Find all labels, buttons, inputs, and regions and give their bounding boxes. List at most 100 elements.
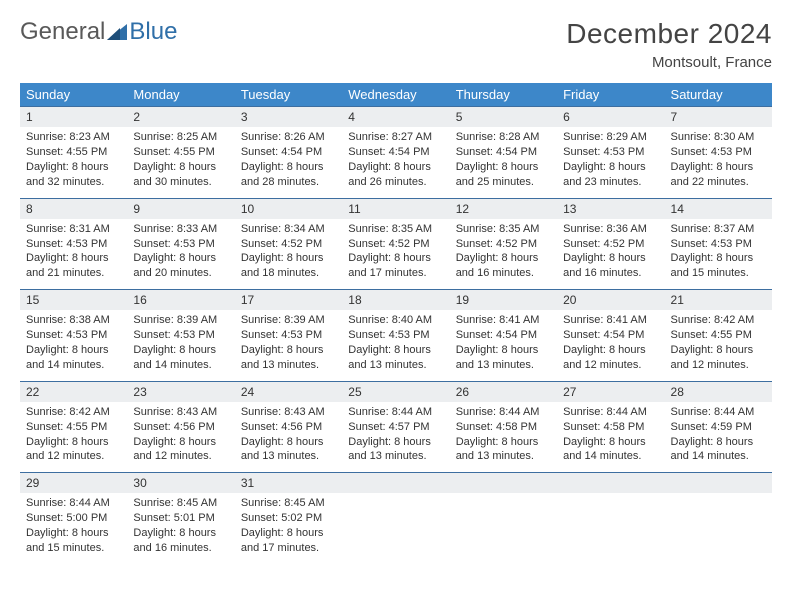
logo-word-2: Blue [129,18,177,46]
day-number: 25 [342,382,449,402]
sunrise-label: Sunrise: [241,131,284,143]
daylight-label: Daylight: [26,436,72,448]
daylight-line: Daylight: 8 hours and 13 minutes. [456,435,551,465]
calendar-cell: 17Sunrise: 8:39 AMSunset: 4:53 PMDayligh… [235,290,342,382]
day-body-empty [450,493,557,555]
daylight-label: Daylight: [26,161,72,173]
sunset-label: Sunset: [241,329,281,341]
sunrise-value: 8:45 AM [177,497,217,509]
daylight-label: Daylight: [133,436,179,448]
day-number: 7 [665,107,772,127]
sunset-label: Sunset: [671,329,711,341]
sunset-value: 4:55 PM [174,146,215,158]
calendar-week-row: 1Sunrise: 8:23 AMSunset: 4:55 PMDaylight… [20,107,772,199]
daylight-line: Daylight: 8 hours and 13 minutes. [241,343,336,373]
sunrise-value: 8:43 AM [284,406,324,418]
day-body-empty [665,493,772,555]
day-number-empty [342,473,449,493]
day-body: Sunrise: 8:45 AMSunset: 5:02 PMDaylight:… [235,493,342,563]
calendar-cell: 29Sunrise: 8:44 AMSunset: 5:00 PMDayligh… [20,473,127,564]
sunrise-line: Sunrise: 8:39 AM [133,313,228,328]
sunset-line: Sunset: 4:55 PM [133,145,228,160]
sunset-value: 4:53 PM [174,329,215,341]
daylight-line: Daylight: 8 hours and 12 minutes. [671,343,766,373]
calendar-cell: 15Sunrise: 8:38 AMSunset: 4:53 PMDayligh… [20,290,127,382]
calendar-cell: 20Sunrise: 8:41 AMSunset: 4:54 PMDayligh… [557,290,664,382]
sunset-label: Sunset: [133,329,173,341]
sunset-label: Sunset: [563,238,603,250]
sunset-label: Sunset: [26,238,66,250]
sunset-value: 4:54 PM [603,329,644,341]
day-number: 4 [342,107,449,127]
calendar-cell: 10Sunrise: 8:34 AMSunset: 4:52 PMDayligh… [235,198,342,290]
day-body: Sunrise: 8:35 AMSunset: 4:52 PMDaylight:… [342,219,449,289]
daylight-label: Daylight: [563,161,609,173]
sunrise-value: 8:44 AM [499,406,539,418]
sunrise-line: Sunrise: 8:28 AM [456,130,551,145]
day-body: Sunrise: 8:41 AMSunset: 4:54 PMDaylight:… [557,310,664,380]
day-body: Sunrise: 8:43 AMSunset: 4:56 PMDaylight:… [127,402,234,472]
day-body: Sunrise: 8:26 AMSunset: 4:54 PMDaylight:… [235,127,342,197]
sunset-line: Sunset: 4:53 PM [671,145,766,160]
sunrise-line: Sunrise: 8:44 AM [26,496,121,511]
day-body: Sunrise: 8:42 AMSunset: 4:55 PMDaylight:… [665,310,772,380]
calendar-cell: 9Sunrise: 8:33 AMSunset: 4:53 PMDaylight… [127,198,234,290]
sunset-label: Sunset: [133,421,173,433]
daylight-line: Daylight: 8 hours and 12 minutes. [26,435,121,465]
sunset-value: 4:54 PM [496,146,537,158]
sunrise-label: Sunrise: [26,497,69,509]
sunrise-line: Sunrise: 8:44 AM [671,405,766,420]
sunrise-line: Sunrise: 8:38 AM [26,313,121,328]
sunrise-value: 8:25 AM [177,131,217,143]
sunset-value: 4:52 PM [603,238,644,250]
weekday-header: Monday [127,83,234,107]
day-number: 11 [342,199,449,219]
sunrise-value: 8:41 AM [499,314,539,326]
day-body: Sunrise: 8:41 AMSunset: 4:54 PMDaylight:… [450,310,557,380]
day-number: 29 [20,473,127,493]
sunset-line: Sunset: 4:54 PM [563,328,658,343]
weekday-header: Wednesday [342,83,449,107]
sunset-value: 4:52 PM [281,238,322,250]
daylight-line: Daylight: 8 hours and 17 minutes. [348,251,443,281]
sunrise-value: 8:31 AM [69,223,109,235]
sunset-line: Sunset: 4:56 PM [241,420,336,435]
daylight-line: Daylight: 8 hours and 25 minutes. [456,160,551,190]
sunrise-line: Sunrise: 8:25 AM [133,130,228,145]
daylight-line: Daylight: 8 hours and 13 minutes. [348,343,443,373]
sunset-value: 4:54 PM [389,146,430,158]
sunset-label: Sunset: [456,421,496,433]
daylight-label: Daylight: [133,161,179,173]
sunrise-value: 8:45 AM [284,497,324,509]
day-body: Sunrise: 8:44 AMSunset: 4:58 PMDaylight:… [557,402,664,472]
sunset-value: 4:53 PM [603,146,644,158]
logo-word-1: General [20,18,105,46]
sunset-label: Sunset: [348,421,388,433]
sunset-label: Sunset: [133,238,173,250]
sunset-line: Sunset: 5:01 PM [133,511,228,526]
daylight-label: Daylight: [241,436,287,448]
sunrise-label: Sunrise: [26,131,69,143]
sunset-line: Sunset: 4:53 PM [26,328,121,343]
day-body: Sunrise: 8:44 AMSunset: 4:57 PMDaylight:… [342,402,449,472]
calendar-cell: 21Sunrise: 8:42 AMSunset: 4:55 PMDayligh… [665,290,772,382]
sunrise-line: Sunrise: 8:30 AM [671,130,766,145]
sunset-label: Sunset: [456,329,496,341]
sunrise-value: 8:41 AM [607,314,647,326]
sunset-value: 4:54 PM [281,146,322,158]
day-body: Sunrise: 8:45 AMSunset: 5:01 PMDaylight:… [127,493,234,563]
day-number: 23 [127,382,234,402]
day-body: Sunrise: 8:33 AMSunset: 4:53 PMDaylight:… [127,219,234,289]
sunrise-line: Sunrise: 8:26 AM [241,130,336,145]
daylight-line: Daylight: 8 hours and 14 minutes. [563,435,658,465]
sunrise-line: Sunrise: 8:23 AM [26,130,121,145]
sunrise-value: 8:33 AM [177,223,217,235]
day-number: 17 [235,290,342,310]
sunset-label: Sunset: [348,329,388,341]
sunset-value: 4:54 PM [496,329,537,341]
calendar-cell: 25Sunrise: 8:44 AMSunset: 4:57 PMDayligh… [342,381,449,473]
sunrise-label: Sunrise: [348,131,391,143]
logo: General Blue [20,18,177,46]
sunset-label: Sunset: [671,421,711,433]
sunset-line: Sunset: 4:53 PM [241,328,336,343]
